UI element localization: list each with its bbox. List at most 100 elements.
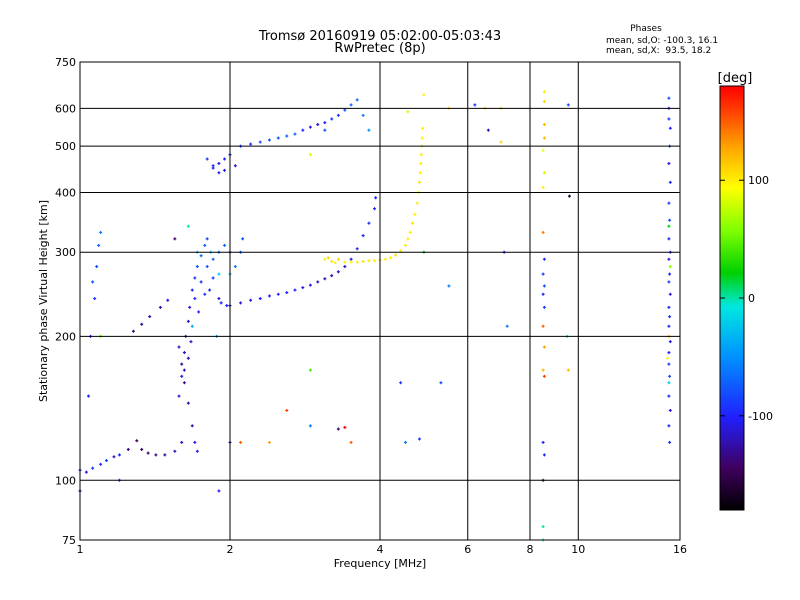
- data-point: [541, 440, 545, 444]
- data-point: [667, 257, 671, 261]
- data-point: [193, 276, 197, 280]
- data-point: [326, 256, 330, 260]
- data-point: [276, 136, 280, 140]
- x-tick-label: 2: [227, 543, 234, 556]
- data-point: [182, 381, 186, 385]
- phases-heading: Phases: [630, 24, 662, 34]
- data-point: [99, 462, 103, 466]
- data-point: [333, 261, 337, 265]
- data-point: [541, 185, 545, 189]
- data-point: [667, 117, 671, 121]
- data-point: [293, 288, 297, 292]
- data-point: [166, 298, 170, 302]
- data-point: [343, 265, 347, 269]
- data-point: [293, 132, 297, 136]
- data-point: [205, 265, 209, 269]
- data-point: [186, 356, 190, 360]
- data-point: [343, 108, 347, 112]
- data-point: [667, 224, 671, 228]
- data-point: [411, 221, 415, 225]
- data-point: [146, 451, 150, 455]
- x-tick-labels: 1 2 4 6 8 10 16: [77, 543, 688, 556]
- data-point: [667, 362, 671, 366]
- data-point: [173, 237, 177, 241]
- data-point: [336, 427, 340, 431]
- data-point: [343, 425, 347, 429]
- data-point: [541, 368, 545, 372]
- data-point: [84, 470, 88, 474]
- phases-o-stats: mean, sd,O: -100.3, 16.1: [606, 36, 718, 46]
- data-point: [180, 362, 184, 366]
- data-point: [668, 408, 672, 412]
- data-point: [667, 424, 671, 428]
- data-point: [126, 447, 130, 451]
- data-point: [190, 424, 194, 428]
- data-point: [394, 253, 398, 257]
- data-point: [197, 310, 201, 314]
- x-axis-label: Frequency [MHz]: [334, 557, 426, 570]
- data-point: [223, 243, 227, 247]
- phases-x-stats: mean, sd,X: 93.5, 18.2: [606, 46, 711, 56]
- data-point: [419, 153, 423, 157]
- colorbar-tick-label: 100: [748, 174, 769, 187]
- data-point: [217, 489, 221, 493]
- data-point: [336, 257, 340, 261]
- data-point: [367, 128, 371, 132]
- data-point: [203, 243, 207, 247]
- data-point: [323, 128, 327, 132]
- data-point: [667, 381, 671, 385]
- data-point: [417, 437, 421, 441]
- data-point: [542, 284, 546, 288]
- data-point: [667, 96, 671, 100]
- x-tick-label: 6: [464, 543, 471, 556]
- data-point: [217, 171, 221, 175]
- data-point: [95, 265, 99, 269]
- data-point: [223, 168, 227, 172]
- data-point: [343, 260, 347, 264]
- data-point: [349, 257, 353, 261]
- data-point: [541, 292, 545, 296]
- data-point: [421, 126, 425, 130]
- data-point: [668, 440, 672, 444]
- x-tick-label: 16: [673, 543, 687, 556]
- data-point: [373, 207, 377, 211]
- data-point: [668, 292, 672, 296]
- data-point: [316, 280, 320, 284]
- data-point: [667, 351, 671, 355]
- data-point: [285, 134, 289, 138]
- data-point: [97, 243, 101, 247]
- data-point: [258, 297, 262, 301]
- data-point: [542, 374, 546, 378]
- data-point: [211, 276, 215, 280]
- data-point: [367, 221, 371, 225]
- data-point: [177, 394, 181, 398]
- data-point: [542, 305, 546, 309]
- data-point: [99, 230, 103, 234]
- data-point: [308, 368, 312, 372]
- data-point: [308, 283, 312, 287]
- data-point: [217, 161, 221, 165]
- data-point: [140, 447, 144, 451]
- data-point: [225, 304, 229, 308]
- data-point: [182, 351, 186, 355]
- chart-title-line1: Tromsø 20160919 05:02:00-05:03:43: [258, 29, 501, 44]
- data-point: [135, 439, 139, 443]
- data-point: [258, 140, 262, 144]
- y-tick-label: 500: [55, 140, 76, 153]
- data-point: [140, 322, 144, 326]
- y-tick-label: 750: [55, 56, 76, 69]
- data-point: [668, 374, 672, 378]
- data-point: [199, 280, 203, 284]
- phase-colorbar: [deg] 100 0 -100: [718, 71, 773, 511]
- data-point: [86, 394, 90, 398]
- data-point: [211, 164, 215, 168]
- data-points-layer: [78, 90, 672, 542]
- data-point: [131, 329, 135, 333]
- data-point: [486, 128, 490, 132]
- data-point: [186, 401, 190, 405]
- data-point: [308, 125, 312, 129]
- data-point: [566, 103, 570, 107]
- data-point: [148, 315, 152, 319]
- data-point: [195, 449, 199, 453]
